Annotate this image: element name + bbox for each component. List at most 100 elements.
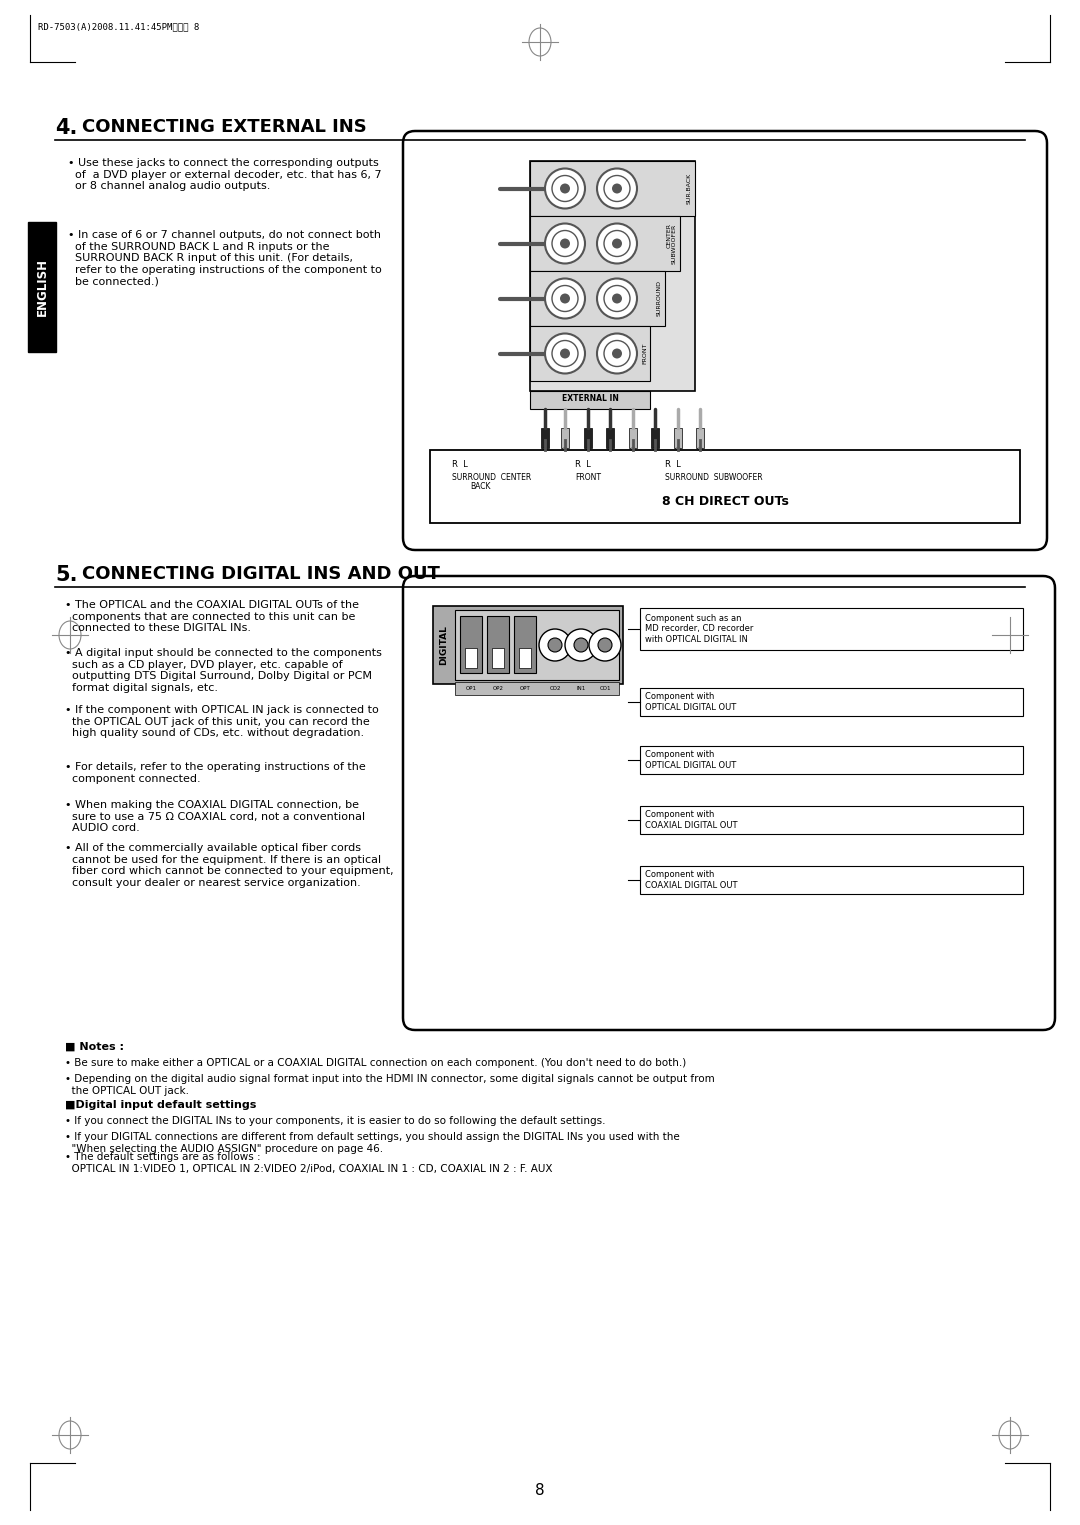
- Text: EXTERNAL IN: EXTERNAL IN: [562, 393, 619, 403]
- Bar: [696, 429, 704, 448]
- Text: 8: 8: [536, 1482, 544, 1498]
- Bar: [640, 866, 1023, 894]
- Circle shape: [597, 279, 637, 319]
- Bar: [530, 162, 696, 217]
- Circle shape: [561, 238, 570, 249]
- Bar: [653, 448, 657, 458]
- Circle shape: [539, 628, 571, 660]
- Text: R  L: R L: [453, 461, 468, 470]
- Bar: [651, 429, 659, 448]
- Text: • Depending on the digital audio signal format input into the HDMI IN connector,: • Depending on the digital audio signal …: [65, 1074, 715, 1095]
- Bar: [530, 217, 680, 271]
- Bar: [543, 448, 546, 458]
- Circle shape: [565, 628, 597, 660]
- Text: CO2: CO2: [550, 686, 561, 691]
- Bar: [640, 688, 1023, 717]
- FancyBboxPatch shape: [460, 616, 482, 673]
- Text: DIGITAL: DIGITAL: [440, 625, 448, 665]
- Bar: [698, 448, 702, 458]
- Text: OP2: OP2: [492, 686, 503, 691]
- Text: Component with
COAXIAL DIGITAL OUT: Component with COAXIAL DIGITAL OUT: [645, 810, 738, 830]
- Circle shape: [561, 349, 570, 358]
- Bar: [608, 448, 612, 458]
- Text: • A digital input should be connected to the components
  such as a CD player, D: • A digital input should be connected to…: [65, 648, 382, 692]
- Bar: [606, 429, 615, 448]
- Circle shape: [597, 168, 637, 209]
- Circle shape: [545, 279, 585, 319]
- Text: • In case of 6 or 7 channel outputs, do not connect both
  of the SURROUND BACK : • In case of 6 or 7 channel outputs, do …: [68, 230, 381, 287]
- Text: ENGLISH: ENGLISH: [36, 258, 49, 316]
- Text: • If you connect the DIGITAL INs to your components, it is easier to do so follo: • If you connect the DIGITAL INs to your…: [65, 1116, 606, 1125]
- Circle shape: [561, 183, 570, 194]
- Bar: [674, 429, 681, 448]
- Bar: [530, 326, 650, 381]
- Bar: [455, 610, 619, 680]
- Text: CO1: CO1: [599, 686, 611, 691]
- Text: CENTER
SUBWOOFER: CENTER SUBWOOFER: [666, 223, 677, 264]
- Text: CONNECTING EXTERNAL INS: CONNECTING EXTERNAL INS: [82, 117, 367, 136]
- Text: IN1: IN1: [577, 686, 585, 691]
- Bar: [640, 746, 1023, 775]
- Bar: [530, 390, 650, 409]
- Bar: [640, 608, 1023, 650]
- Bar: [492, 648, 504, 668]
- FancyBboxPatch shape: [487, 616, 509, 673]
- Circle shape: [561, 293, 570, 303]
- Circle shape: [548, 637, 562, 653]
- Text: Component such as an
MD recorder, CD recorder
with OPTICAL DIGITAL IN: Component such as an MD recorder, CD rec…: [645, 615, 754, 644]
- Bar: [631, 448, 635, 458]
- Bar: [28, 223, 56, 352]
- Bar: [561, 429, 569, 448]
- Circle shape: [545, 224, 585, 264]
- FancyBboxPatch shape: [514, 616, 536, 673]
- Text: • All of the commercially available optical fiber cords
  cannot be used for the: • All of the commercially available opti…: [65, 843, 393, 888]
- Bar: [584, 429, 592, 448]
- Circle shape: [612, 293, 622, 303]
- Text: ■ Notes :: ■ Notes :: [65, 1042, 124, 1052]
- Text: • When making the COAXIAL DIGITAL connection, be
  sure to use a 75 Ω COAXIAL co: • When making the COAXIAL DIGITAL connec…: [65, 801, 365, 833]
- Text: 5.: 5.: [55, 564, 78, 586]
- Bar: [519, 648, 531, 668]
- Text: Component with
OPTICAL DIGITAL OUT: Component with OPTICAL DIGITAL OUT: [645, 692, 737, 712]
- Text: ■Digital input default settings: ■Digital input default settings: [65, 1100, 256, 1110]
- Circle shape: [545, 168, 585, 209]
- Text: FRONT: FRONT: [642, 343, 647, 364]
- Bar: [455, 682, 619, 695]
- Text: • For details, refer to the operating instructions of the
  component connected.: • For details, refer to the operating in…: [65, 762, 366, 784]
- Circle shape: [612, 238, 622, 249]
- Text: • Be sure to make either a OPTICAL or a COAXIAL DIGITAL connection on each compo: • Be sure to make either a OPTICAL or a …: [65, 1058, 686, 1068]
- Circle shape: [612, 349, 622, 358]
- Bar: [433, 605, 623, 685]
- Text: R  L: R L: [665, 461, 680, 470]
- Circle shape: [573, 637, 588, 653]
- Bar: [465, 648, 477, 668]
- Text: SUR.BACK: SUR.BACK: [687, 172, 692, 204]
- Bar: [629, 429, 637, 448]
- Text: OP1: OP1: [465, 686, 476, 691]
- Text: Component with
COAXIAL DIGITAL OUT: Component with COAXIAL DIGITAL OUT: [645, 871, 738, 889]
- Text: FRONT: FRONT: [575, 473, 600, 482]
- Text: OPT: OPT: [519, 686, 530, 691]
- Text: SURROUND  CENTER: SURROUND CENTER: [453, 473, 531, 482]
- Circle shape: [589, 628, 621, 660]
- Bar: [640, 807, 1023, 834]
- Bar: [676, 448, 680, 458]
- Text: SURROUND  SUBWOOFER: SURROUND SUBWOOFER: [665, 473, 762, 482]
- Text: CONNECTING DIGITAL INS AND OUT: CONNECTING DIGITAL INS AND OUT: [82, 564, 440, 583]
- Text: 4.: 4.: [55, 117, 78, 137]
- Text: BACK: BACK: [470, 482, 490, 491]
- Text: • The default settings are as follows :
  OPTICAL IN 1:VIDEO 1, OPTICAL IN 2:VID: • The default settings are as follows : …: [65, 1151, 553, 1174]
- Circle shape: [545, 334, 585, 374]
- Text: R  L: R L: [575, 461, 591, 470]
- Circle shape: [597, 224, 637, 264]
- Text: 8 CH DIRECT OUTs: 8 CH DIRECT OUTs: [662, 496, 788, 508]
- Circle shape: [612, 183, 622, 194]
- Bar: [530, 271, 665, 326]
- Text: • The OPTICAL and the COAXIAL DIGITAL OUTs of the
  components that are connecte: • The OPTICAL and the COAXIAL DIGITAL OU…: [65, 599, 359, 633]
- FancyBboxPatch shape: [403, 131, 1047, 551]
- Text: • If the component with OPTICAL IN jack is connected to
  the OPTICAL OUT jack o: • If the component with OPTICAL IN jack …: [65, 705, 379, 738]
- Circle shape: [598, 637, 612, 653]
- Text: Component with
OPTICAL DIGITAL OUT: Component with OPTICAL DIGITAL OUT: [645, 750, 737, 770]
- FancyBboxPatch shape: [403, 576, 1055, 1029]
- Text: • If your DIGITAL connections are different from default settings, you should as: • If your DIGITAL connections are differ…: [65, 1132, 679, 1153]
